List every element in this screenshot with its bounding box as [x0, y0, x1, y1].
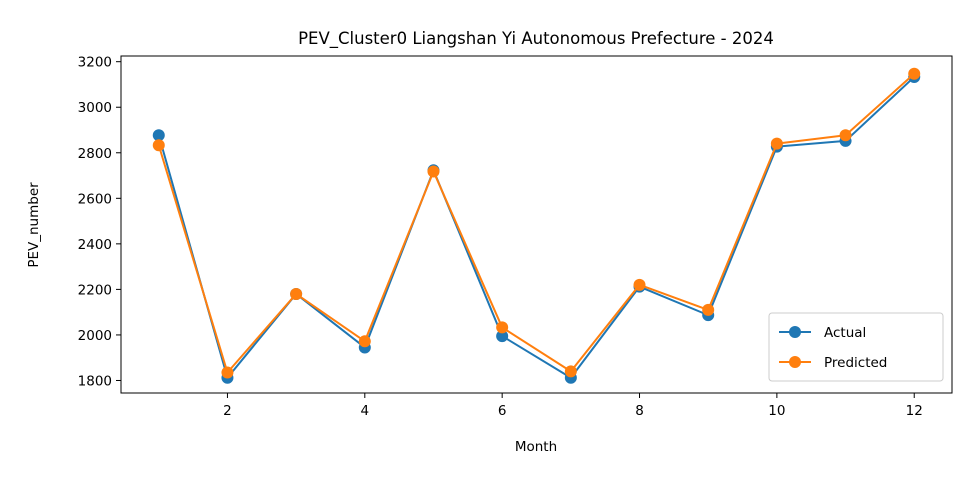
chart-title: PEV_Cluster0 Liangshan Yi Autonomous Pre… [298, 29, 774, 49]
y-tick-label: 2800 [78, 146, 112, 162]
x-axis-label: Month [515, 439, 557, 455]
x-tick-label: 4 [361, 403, 370, 419]
data-point-actual [496, 330, 509, 343]
data-point-predicted [496, 321, 509, 334]
series-line-predicted [157, 73, 915, 374]
data-point-predicted [564, 365, 577, 378]
x-tick-label: 12 [906, 403, 923, 419]
y-tick-label: 3200 [78, 55, 112, 71]
data-point-predicted [702, 303, 715, 316]
series-layer [152, 67, 921, 384]
y-tick-label: 2400 [78, 237, 112, 253]
data-point-predicted [839, 129, 852, 142]
data-point-predicted [908, 67, 921, 80]
y-tick-label: 2000 [78, 328, 112, 344]
data-point-predicted [290, 287, 303, 300]
data-point-actual [152, 129, 165, 142]
y-axis: 1800 2000 2200 2400 2600 2800 3000 3200 [78, 55, 121, 389]
y-tick-label: 2200 [78, 282, 112, 298]
legend-marker-predicted [789, 356, 801, 368]
data-point-predicted [633, 278, 646, 291]
y-tick-label: 3000 [78, 100, 112, 116]
legend: Actual Predicted [768, 312, 944, 382]
x-tick-label: 10 [768, 403, 785, 419]
legend-label-predicted: Predicted [824, 355, 887, 371]
legend-marker-actual [789, 326, 801, 338]
data-point-predicted [152, 139, 165, 152]
x-axis: 2 4 6 8 10 12 [223, 393, 923, 419]
x-tick-label: 6 [498, 403, 507, 419]
y-tick-label: 2600 [78, 191, 112, 207]
x-tick-label: 2 [223, 403, 232, 419]
data-point-predicted [770, 137, 783, 150]
legend-label-actual: Actual [824, 325, 866, 341]
data-point-predicted [358, 335, 371, 348]
x-tick-label: 8 [635, 403, 644, 419]
data-point-predicted [427, 165, 440, 178]
legend-box [768, 312, 944, 382]
data-point-predicted [221, 366, 234, 379]
y-tick-label: 1800 [78, 373, 112, 389]
y-axis-label: PEV_number [26, 182, 42, 268]
plot-frame [120, 55, 953, 394]
